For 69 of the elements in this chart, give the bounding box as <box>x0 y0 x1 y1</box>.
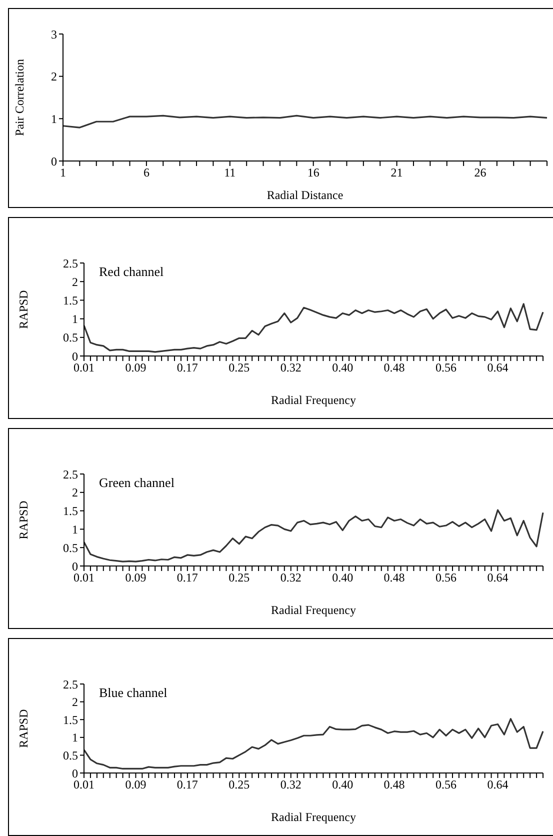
x-axis-title: Radial Frequency <box>271 603 356 617</box>
x-tick-label: 0.64 <box>487 570 508 585</box>
line-series <box>83 303 544 353</box>
y-tick-label: 2.5 <box>63 467 78 482</box>
x-axis-title: Radial Frequency <box>271 810 356 824</box>
y-tick-label: 1.5 <box>63 712 78 727</box>
x-tick-label: 0.40 <box>332 778 354 792</box>
y-tick-label: 2 <box>72 695 78 710</box>
y-tick-label: 1 <box>51 112 57 126</box>
x-tick-label: 0.32 <box>280 570 302 585</box>
x-axis-title: Radial Distance <box>266 188 344 202</box>
y-tick-label: 1.5 <box>63 293 78 308</box>
x-tick-label: 16 <box>307 166 320 180</box>
y-tick-label: 1 <box>72 522 78 536</box>
y-tick-label: 0.5 <box>63 330 78 345</box>
x-tick-label: 0.25 <box>228 360 250 375</box>
x-tick-label: 0.09 <box>125 570 146 585</box>
y-tick-label: 2 <box>72 486 78 500</box>
x-tick-label: 0.09 <box>125 778 146 792</box>
line-series <box>83 509 544 562</box>
x-tick-label: 0.48 <box>384 360 405 375</box>
x-tick-label: 0.17 <box>176 570 198 585</box>
y-axis-title: RAPSD <box>16 708 30 748</box>
y-tick-label: 0 <box>72 559 78 574</box>
x-tick-label: 0.01 <box>74 570 94 585</box>
x-tick-label: 0.01 <box>74 360 94 375</box>
x-tick-label: 0.48 <box>384 778 405 792</box>
x-tick-label: 26 <box>474 166 486 180</box>
y-axis-title: RAPSD <box>16 500 30 540</box>
y-tick-label: 3 <box>51 27 57 42</box>
x-tick-label: 0.17 <box>176 778 198 792</box>
x-tick-label: 0.40 <box>332 570 354 585</box>
x-tick-label: 0.64 <box>487 360 508 375</box>
x-tick-label: 0.56 <box>436 570 457 585</box>
x-tick-label: 0.25 <box>228 778 250 792</box>
y-tick-label: 1 <box>72 312 78 326</box>
x-tick-label: 0.64 <box>487 778 508 792</box>
x-tick-label: 6 <box>143 166 150 180</box>
x-tick-label: 0.01 <box>74 778 94 792</box>
y-tick-label: 2.5 <box>63 256 78 270</box>
x-tick-label: 0.48 <box>384 570 405 585</box>
y-tick-label: 0.5 <box>63 540 78 555</box>
line-series <box>62 114 548 128</box>
y-tick-label: 0.5 <box>63 748 78 762</box>
annotation: Red channel <box>99 264 164 280</box>
x-tick-label: 0.40 <box>332 360 354 375</box>
y-tick-label: 2 <box>72 274 78 289</box>
x-tick-label: 0.25 <box>228 570 250 585</box>
x-tick-label: 21 <box>390 166 403 180</box>
x-tick-label: 0.32 <box>280 778 302 792</box>
x-tick-label: 0.32 <box>280 360 302 375</box>
x-tick-label: 0.56 <box>436 360 457 375</box>
line-series <box>83 718 544 770</box>
y-tick-label: 2.5 <box>63 677 78 692</box>
x-tick-label: 11 <box>224 166 236 180</box>
x-tick-label: 0.17 <box>176 360 198 375</box>
annotation: Blue channel <box>99 685 168 701</box>
y-tick-label: 1.5 <box>63 504 78 518</box>
y-tick-label: 1 <box>72 730 78 745</box>
x-tick-label: 0.56 <box>436 778 457 792</box>
x-tick-label: 0.09 <box>125 360 146 375</box>
y-tick-label: 0 <box>72 766 78 780</box>
y-tick-label: 0 <box>72 349 78 364</box>
x-axis-title: Radial Frequency <box>271 393 356 407</box>
annotation: Green channel <box>99 475 174 491</box>
y-tick-label: 2 <box>51 70 57 84</box>
y-axis-title: RAPSD <box>16 290 30 329</box>
y-tick-label: 0 <box>51 154 57 168</box>
y-axis-title: Pair Correlation <box>12 59 26 136</box>
